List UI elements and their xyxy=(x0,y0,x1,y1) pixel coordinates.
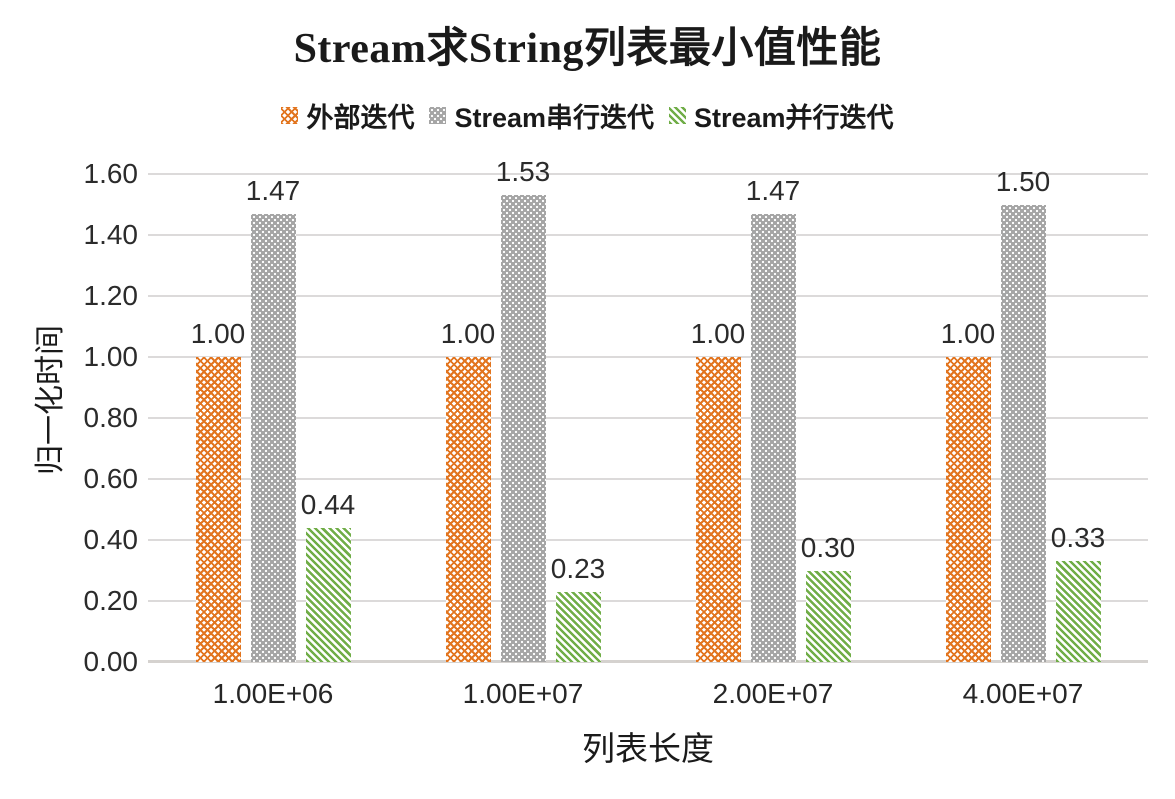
gridline xyxy=(148,478,1148,480)
chart-title: Stream求String列表最小值性能 xyxy=(293,26,882,72)
gridline xyxy=(148,234,1148,236)
legend-item-label: Stream并行迭代 xyxy=(694,103,894,133)
y-tick-label: 0.60 xyxy=(83,463,139,494)
bar-value-label: 1.53 xyxy=(495,156,551,188)
bar-value-label: 0.44 xyxy=(300,488,356,520)
legend: 外部迭代 Stream串行迭代 Stream并行迭代 xyxy=(0,96,1175,135)
legend-swatch-icon xyxy=(281,107,299,124)
bar-value-label: 0.23 xyxy=(550,552,606,584)
y-tick-label: 0.80 xyxy=(83,402,139,433)
bar-value-label: 1.00 xyxy=(690,318,746,349)
legend-item-label: Stream串行迭代 xyxy=(454,103,654,133)
bar-value-label: 1.00 xyxy=(440,318,496,349)
gridline xyxy=(148,356,1148,358)
legend-swatch-icon xyxy=(429,107,447,124)
bar-Stream串行迭代-1.00E+07 xyxy=(500,195,546,662)
bar-Stream并行迭代-2.00E+07 xyxy=(805,570,851,662)
legend-item-1: Stream串行迭代 xyxy=(429,96,654,135)
x-tick-label: 2.00E+07 xyxy=(712,678,834,709)
bar-Stream串行迭代-1.00E+06 xyxy=(250,213,296,662)
y-tick-label: 0.00 xyxy=(83,646,139,677)
legend-item-label: 外部迭代 xyxy=(306,103,415,133)
bar-value-label: 1.50 xyxy=(995,165,1051,197)
y-tick-label: 1.60 xyxy=(83,158,139,189)
x-axis-tick-labels: 1.00E+06 1.00E+07 2.00E+07 4.00E+07 xyxy=(148,680,1148,712)
gridline xyxy=(148,417,1148,419)
y-tick-label: 1.40 xyxy=(83,219,139,250)
plot-area: 1.00 1.47 0.44 1.00 1.53 0.23 1.00 1.47 0.30 1.00… xyxy=(148,158,1148,663)
bar-Stream并行迭代-4.00E+07 xyxy=(1055,561,1101,662)
gridline xyxy=(148,600,1148,602)
bar-Stream串行迭代-4.00E+07 xyxy=(1000,204,1046,662)
bar-value-label: 1.00 xyxy=(190,318,246,349)
gridline xyxy=(148,173,1148,175)
legend-item-2: Stream并行迭代 xyxy=(669,96,894,135)
bar-外部迭代-1.00E+07 xyxy=(445,357,491,662)
gridline xyxy=(148,295,1148,297)
bar-Stream并行迭代-1.00E+06 xyxy=(305,527,351,662)
y-tick-label: 0.20 xyxy=(83,585,139,616)
y-tick-label: 1.00 xyxy=(83,341,139,372)
bar-value-label: 1.47 xyxy=(245,174,301,206)
y-tick-label: 1.20 xyxy=(83,280,139,311)
bar-外部迭代-2.00E+07 xyxy=(695,357,741,662)
bar-外部迭代-4.00E+07 xyxy=(945,357,991,662)
y-axis-tick-labels: 0.00 0.20 0.40 0.60 0.80 1.00 1.20 1.40 1.60 xyxy=(0,160,139,676)
bar-Stream并行迭代-1.00E+07 xyxy=(555,591,601,662)
x-tick-label: 4.00E+07 xyxy=(962,678,1084,709)
bar-value-label: 1.47 xyxy=(745,174,801,206)
legend-swatch-icon xyxy=(669,107,686,124)
x-tick-label: 1.00E+06 xyxy=(212,678,334,709)
bar-外部迭代-1.00E+06 xyxy=(195,357,241,662)
x-axis-title: 列表长度 xyxy=(582,732,714,768)
bar-value-label: 0.33 xyxy=(1050,522,1106,554)
bar-value-label: 1.00 xyxy=(940,318,996,349)
legend-item-0: 外部迭代 xyxy=(281,96,414,135)
y-tick-label: 0.40 xyxy=(83,524,139,555)
x-tick-label: 1.00E+07 xyxy=(462,678,584,709)
gridline xyxy=(148,660,1148,663)
bar-value-label: 0.30 xyxy=(800,531,856,563)
gridline xyxy=(148,539,1148,541)
bar-Stream串行迭代-2.00E+07 xyxy=(750,213,796,662)
